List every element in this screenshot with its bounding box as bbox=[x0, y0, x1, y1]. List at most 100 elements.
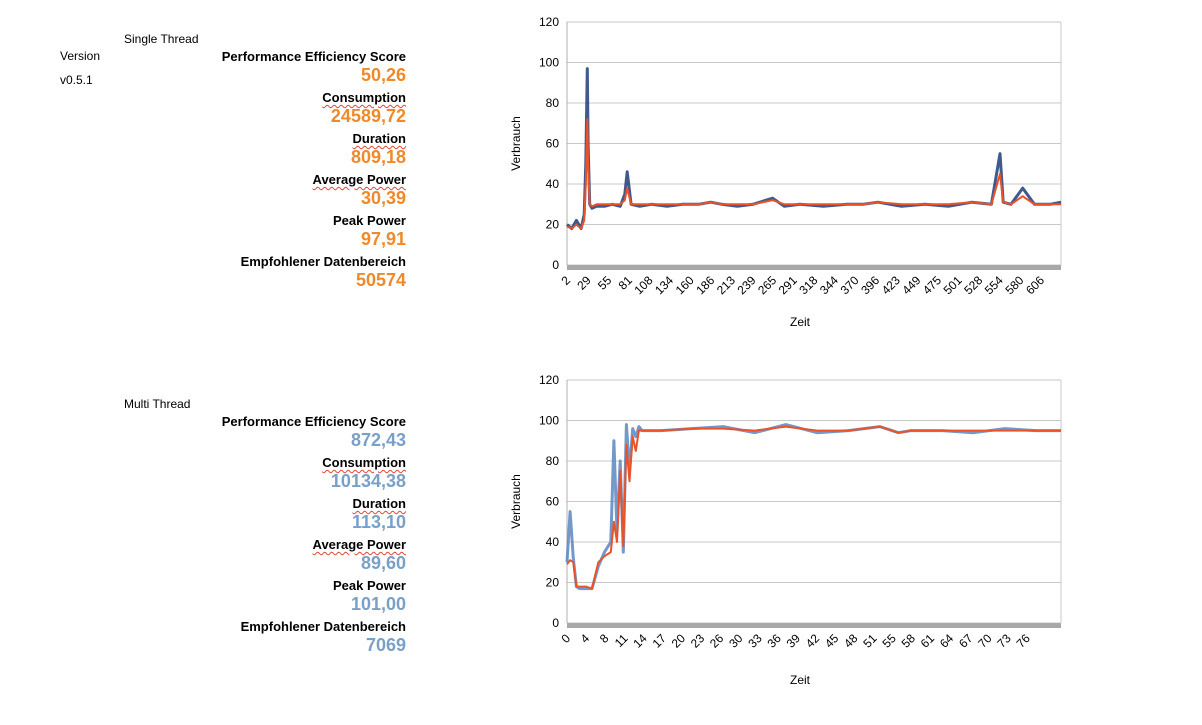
series-line bbox=[565, 423, 1061, 591]
metric-value: 50,26 bbox=[360, 65, 406, 85]
y-tick-label: 100 bbox=[539, 56, 559, 70]
metric-value: 872,43 bbox=[350, 430, 406, 450]
x-tick-label: 51 bbox=[860, 631, 880, 651]
x-tick-label: 344 bbox=[817, 273, 841, 297]
x-tick-label: 61 bbox=[918, 631, 938, 651]
metric-label: Empfohlener Datenbereich bbox=[240, 619, 406, 634]
metric-label: Peak Power bbox=[333, 213, 406, 228]
metric-value: 89,60 bbox=[360, 553, 406, 573]
x-tick-label: 55 bbox=[595, 273, 615, 293]
metric-label: Consumption bbox=[322, 90, 406, 105]
x-tick-label: 423 bbox=[879, 273, 903, 297]
x-axis-label: Zeit bbox=[790, 673, 811, 687]
multi-thread-heading: Multi Thread bbox=[124, 397, 190, 411]
x-tick-label: 239 bbox=[735, 273, 759, 297]
metric-value: 30,39 bbox=[360, 188, 406, 208]
metric-label: Average Power bbox=[312, 172, 406, 187]
metric-label: Empfohlener Datenbereich bbox=[240, 254, 406, 269]
x-tick-label: 55 bbox=[879, 631, 899, 651]
x-tick-label: 370 bbox=[838, 273, 862, 297]
x-axis bbox=[567, 623, 1061, 628]
metric-label: Duration bbox=[352, 496, 406, 511]
metric-value: 7069 bbox=[365, 635, 406, 655]
x-tick-label: 0 bbox=[558, 631, 573, 646]
y-tick-label: 120 bbox=[539, 373, 559, 387]
x-tick-label: 29 bbox=[574, 273, 594, 293]
metric-value: 10134,38 bbox=[330, 471, 406, 491]
y-tick-label: 100 bbox=[539, 414, 559, 428]
x-tick-label: 606 bbox=[1023, 273, 1047, 297]
x-tick-label: 2 bbox=[558, 273, 573, 288]
y-tick-label: 40 bbox=[546, 177, 560, 191]
x-tick-label: 20 bbox=[669, 631, 689, 651]
x-axis bbox=[567, 265, 1061, 270]
x-tick-label: 76 bbox=[1014, 631, 1034, 651]
y-tick-label: 60 bbox=[546, 495, 560, 509]
x-tick-label: 108 bbox=[631, 273, 655, 297]
x-tick-label: 580 bbox=[1002, 273, 1026, 297]
x-tick-label: 17 bbox=[650, 631, 670, 651]
x-tick-label: 8 bbox=[597, 631, 612, 646]
x-tick-label: 528 bbox=[961, 273, 985, 297]
x-tick-label: 213 bbox=[714, 273, 738, 297]
metric-label: Performance Efficiency Score bbox=[221, 49, 406, 64]
x-tick-label: 396 bbox=[858, 273, 882, 297]
metric-value: 24589,72 bbox=[330, 106, 406, 126]
x-tick-label: 449 bbox=[899, 273, 923, 297]
x-tick-label: 501 bbox=[941, 273, 965, 297]
x-tick-label: 4 bbox=[578, 631, 593, 646]
y-axis-label: Verbrauch bbox=[509, 474, 523, 529]
x-tick-label: 11 bbox=[612, 631, 631, 650]
x-tick-label: 554 bbox=[982, 273, 1006, 297]
x-tick-label: 73 bbox=[994, 631, 1014, 651]
x-tick-label: 291 bbox=[776, 273, 800, 297]
x-tick-label: 81 bbox=[616, 273, 636, 293]
y-tick-label: 40 bbox=[546, 535, 560, 549]
y-tick-label: 60 bbox=[546, 137, 560, 151]
single-thread-heading-text: Single Thread bbox=[124, 32, 199, 46]
version-label: Version bbox=[60, 49, 101, 63]
metric-label: Duration bbox=[352, 131, 406, 146]
x-tick-label: 70 bbox=[975, 631, 995, 651]
y-tick-label: 0 bbox=[552, 616, 559, 630]
metric-label: Performance Efficiency Score bbox=[221, 414, 406, 429]
x-tick-label: 48 bbox=[841, 631, 861, 651]
metric-label: Consumption bbox=[322, 455, 406, 470]
x-tick-label: 14 bbox=[630, 631, 650, 651]
x-tick-label: 45 bbox=[822, 631, 842, 651]
x-tick-label: 475 bbox=[920, 273, 944, 297]
x-axis-label: Zeit bbox=[790, 315, 811, 329]
x-tick-label: 33 bbox=[745, 631, 765, 651]
x-tick-label: 58 bbox=[899, 631, 919, 651]
y-tick-label: 80 bbox=[546, 96, 560, 110]
x-tick-label: 134 bbox=[652, 273, 676, 297]
x-tick-label: 64 bbox=[937, 631, 957, 651]
metric-label: Average Power bbox=[312, 537, 406, 552]
series-line bbox=[566, 118, 1061, 230]
x-tick-label: 42 bbox=[803, 631, 823, 651]
single-thread-heading: Single Thread bbox=[124, 32, 199, 46]
series-line bbox=[566, 425, 1061, 590]
metric-value: 50574 bbox=[355, 270, 406, 290]
metric-value: 101,00 bbox=[350, 594, 406, 614]
metric-value: 97,91 bbox=[360, 229, 406, 249]
y-tick-label: 20 bbox=[546, 576, 560, 590]
x-tick-label: 23 bbox=[688, 631, 708, 651]
metric-label: Peak Power bbox=[333, 578, 406, 593]
multi-thread-heading-text: Multi Thread bbox=[124, 397, 191, 411]
x-tick-label: 186 bbox=[693, 273, 717, 297]
x-tick-label: 26 bbox=[707, 631, 727, 651]
y-tick-label: 0 bbox=[552, 258, 559, 272]
y-axis-label: Verbrauch bbox=[509, 116, 523, 171]
metric-value: 113,10 bbox=[351, 512, 406, 532]
x-tick-label: 160 bbox=[673, 273, 697, 297]
version-value: v0.5.1 bbox=[60, 73, 93, 87]
y-tick-label: 80 bbox=[546, 454, 560, 468]
x-tick-label: 67 bbox=[956, 631, 976, 651]
x-tick-label: 30 bbox=[726, 631, 746, 651]
x-tick-label: 36 bbox=[765, 631, 785, 651]
x-tick-label: 318 bbox=[796, 273, 820, 297]
y-tick-label: 120 bbox=[539, 15, 559, 29]
x-tick-label: 39 bbox=[784, 631, 804, 651]
